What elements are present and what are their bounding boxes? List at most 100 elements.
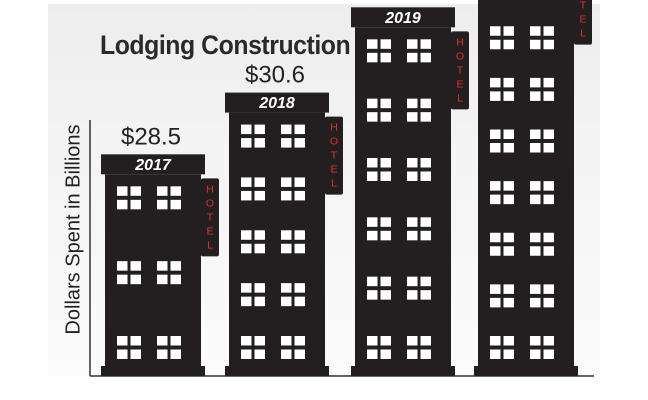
window-pane [407, 39, 418, 49]
window-pane [503, 143, 514, 153]
window-pane [380, 157, 391, 168]
window-pane [543, 349, 554, 359]
window-pane [543, 246, 554, 256]
window-pane [543, 26, 554, 36]
building-window [407, 98, 431, 122]
window-pane [281, 124, 292, 135]
window-pane [170, 186, 181, 196]
window-pane [281, 138, 292, 148]
window-pane [407, 171, 418, 181]
window-pane [420, 171, 431, 181]
window-pane [543, 232, 554, 243]
window-pane [294, 283, 305, 293]
window-pane [407, 349, 418, 359]
window-pane [503, 77, 514, 88]
window-pane [170, 199, 181, 210]
window-pane [254, 230, 265, 240]
window-pane [503, 129, 514, 140]
window-pane [294, 138, 305, 148]
building-window [530, 232, 554, 256]
window-pane [543, 39, 554, 50]
window-pane [490, 297, 501, 308]
window-pane [241, 349, 252, 359]
building-window [530, 77, 554, 101]
window-pane [241, 296, 252, 307]
window-pane [530, 194, 541, 205]
window-pane [294, 296, 305, 307]
window-pane [420, 276, 431, 287]
window-pane [530, 349, 541, 359]
window-pane [490, 39, 501, 50]
window-pane [241, 124, 252, 135]
window-pane [380, 52, 391, 63]
window-pane [407, 157, 418, 168]
window-pane [367, 157, 378, 168]
window-pane [490, 181, 501, 191]
building-window [367, 276, 391, 300]
building-window [281, 230, 305, 254]
hotel-sign-letter: O [330, 136, 338, 148]
window-pane [490, 336, 501, 346]
window-pane [490, 194, 501, 205]
window-pane [380, 217, 391, 227]
hotel-sign-letter: E [456, 78, 463, 90]
window-pane [294, 230, 305, 240]
building-window [367, 39, 391, 63]
building-window [281, 336, 305, 359]
building-window [241, 177, 265, 201]
y-axis-label: Dollars Spent in Billions [62, 124, 85, 335]
bar-body [355, 27, 451, 366]
window-pane [490, 284, 501, 294]
window-pane [254, 349, 265, 359]
window-pane [117, 261, 128, 271]
hotel-sign-letter: H [456, 36, 464, 48]
window-pane [281, 230, 292, 240]
building-window [117, 186, 141, 210]
building-window [407, 276, 431, 300]
building-window [241, 283, 265, 307]
window-pane [367, 52, 378, 63]
hotel-sign-letter: L [580, 28, 586, 40]
window-pane [530, 129, 541, 140]
window-pane [503, 194, 514, 205]
window-pane [543, 194, 554, 205]
window-pane [281, 190, 292, 201]
building-window [367, 98, 391, 122]
window-pane [117, 199, 128, 210]
window-pane [420, 290, 431, 300]
building-window [117, 261, 141, 285]
window-pane [420, 112, 431, 122]
window-pane [170, 261, 181, 271]
window-pane [254, 190, 265, 201]
building-window [490, 284, 514, 308]
window-pane [530, 181, 541, 191]
window-pane [281, 243, 292, 254]
building-window [407, 336, 431, 359]
window-pane [503, 91, 514, 101]
window-pane [367, 290, 378, 300]
hotel-sign-letter: T [207, 211, 214, 223]
window-pane [407, 217, 418, 227]
bar-series: 2017$28.5HOTEL2018$30.6HOTEL2019$33.5HOT… [101, 0, 592, 376]
window-pane [241, 138, 252, 148]
window-pane [407, 52, 418, 63]
building-window [407, 39, 431, 63]
window-pane [530, 232, 541, 243]
building-window [367, 336, 391, 359]
window-pane [420, 230, 431, 241]
hotel-sign-letter: O [206, 197, 214, 209]
building-window [530, 26, 554, 50]
window-pane [130, 261, 141, 271]
window-pane [420, 52, 431, 63]
window-pane [294, 190, 305, 201]
building-window [530, 129, 554, 153]
hotel-sign-letter: T [457, 64, 464, 76]
window-pane [170, 274, 181, 285]
bar-category-label: 2017 [134, 157, 172, 174]
window-pane [157, 199, 168, 210]
window-pane [254, 296, 265, 307]
window-pane [503, 284, 514, 294]
window-pane [281, 349, 292, 359]
window-pane [380, 349, 391, 359]
